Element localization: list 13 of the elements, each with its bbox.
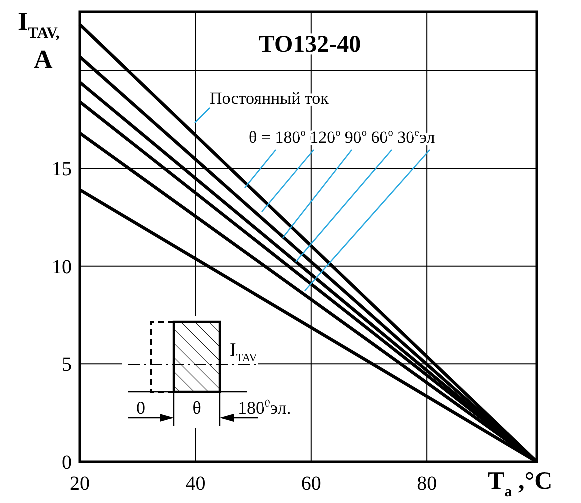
y-tick-label: 15 [52, 158, 72, 181]
y-tick-label: 5 [62, 354, 72, 376]
annotation: I$_{TAV}$ [230, 340, 258, 365]
x-tick-label: 40 [186, 473, 206, 495]
x-axis-title: T$_{a}$ ,°C [488, 468, 553, 500]
x-tick-label: 60 [301, 473, 322, 495]
y-tick-label: 0 [62, 452, 72, 474]
annotation: 0 [136, 398, 146, 418]
x-tick-label: 20 [70, 473, 90, 495]
annotation: θ [192, 398, 202, 418]
y-tick-label: 10 [52, 256, 72, 278]
x-tick-label: 80 [417, 473, 438, 495]
y-axis-title: I$_{TAV,}$ A [18, 7, 60, 74]
